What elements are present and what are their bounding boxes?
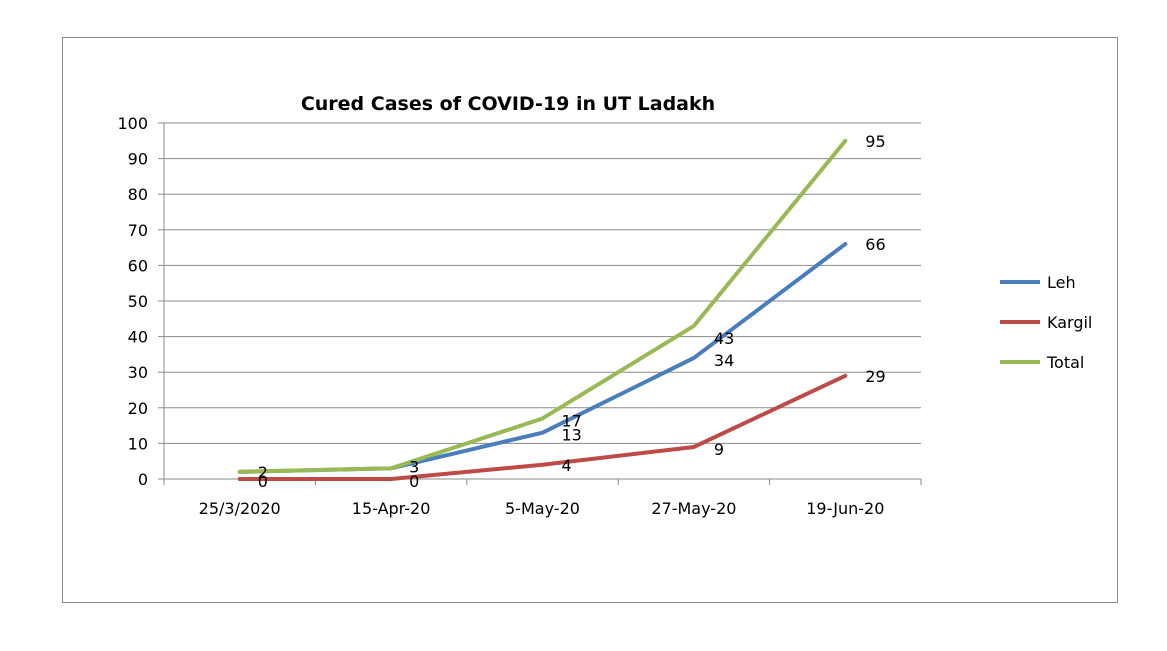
y-tick-label: 40 <box>128 328 148 347</box>
series-line-leh <box>237 242 848 474</box>
x-tick-label: 27-May-20 <box>651 499 736 518</box>
series-lines <box>237 138 848 481</box>
legend-label-leh: Leh <box>1047 273 1076 292</box>
chart-frame <box>62 37 1118 603</box>
gridlines <box>164 122 921 444</box>
y-axis-ticks: 0 10 20 30 40 50 60 70 80 90 100 <box>117 114 164 489</box>
x-tick-label: 25/3/2020 <box>199 499 281 518</box>
x-tick-label: 5-May-20 <box>505 499 580 518</box>
data-label: 34 <box>714 351 734 370</box>
data-label: 3 <box>409 457 419 476</box>
series-line-kargil <box>237 373 848 481</box>
y-tick-label: 90 <box>128 150 148 169</box>
series-line-total <box>237 138 848 474</box>
y-tick-label: 10 <box>128 434 148 453</box>
data-label: 17 <box>562 411 582 430</box>
data-label: 13 <box>562 426 582 445</box>
x-tick-label: 19-Jun-20 <box>806 499 884 518</box>
data-label: 0 <box>258 472 268 491</box>
data-label: 4 <box>562 456 572 475</box>
legend-label-kargil: Kargil <box>1047 313 1092 332</box>
data-label: 95 <box>865 132 885 151</box>
x-axis-ticks: 25/3/2020 15-Apr-20 5-May-20 27-May-20 19-Ju… <box>163 479 922 518</box>
y-tick-label: 20 <box>128 399 148 418</box>
y-tick-label: 50 <box>128 292 148 311</box>
y-tick-label: 100 <box>117 114 148 133</box>
data-label: 9 <box>714 440 724 459</box>
y-tick-label: 0 <box>138 470 148 489</box>
data-label: 2 <box>258 463 268 482</box>
y-tick-label: 60 <box>128 256 148 275</box>
legend-label-total: Total <box>1046 353 1084 372</box>
legend: Leh Kargil Total <box>1000 273 1092 372</box>
chart-title: Cured Cases of COVID-19 in UT Ladakh <box>301 93 715 115</box>
data-label: 0 <box>409 472 419 491</box>
data-label: 29 <box>865 367 885 386</box>
data-label: 43 <box>714 329 734 348</box>
y-tick-label: 80 <box>128 185 148 204</box>
y-tick-label: 70 <box>128 221 148 240</box>
data-label: 66 <box>865 235 885 254</box>
y-tick-label: 30 <box>128 363 148 382</box>
x-tick-label: 15-Apr-20 <box>352 499 431 518</box>
